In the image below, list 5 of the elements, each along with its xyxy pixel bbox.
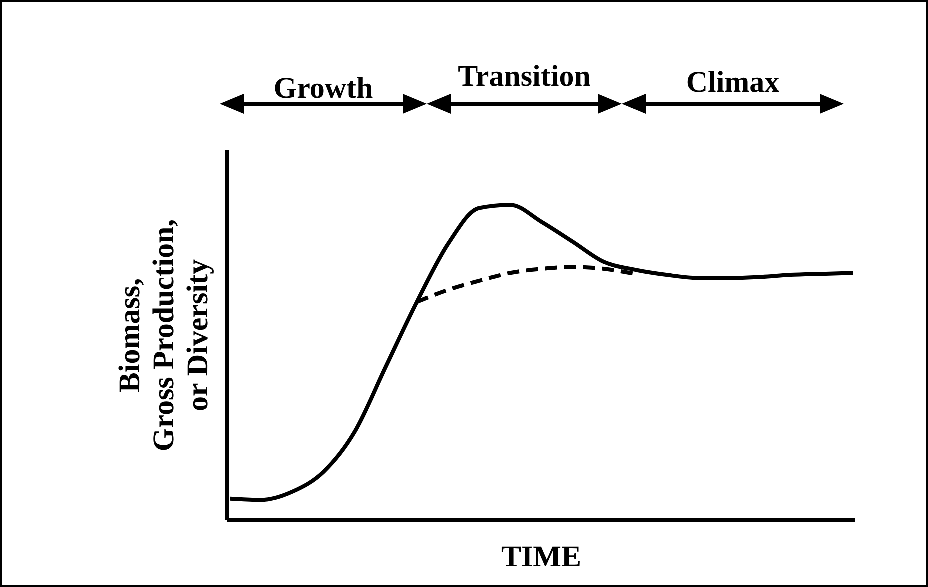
text: Transition	[458, 60, 591, 94]
y-axis-title: Biomass, Gross Production, or Diversity	[114, 219, 214, 452]
text: Climax	[686, 66, 780, 100]
x-axis-title: TIME	[501, 540, 582, 574]
text: Growth	[274, 72, 374, 106]
